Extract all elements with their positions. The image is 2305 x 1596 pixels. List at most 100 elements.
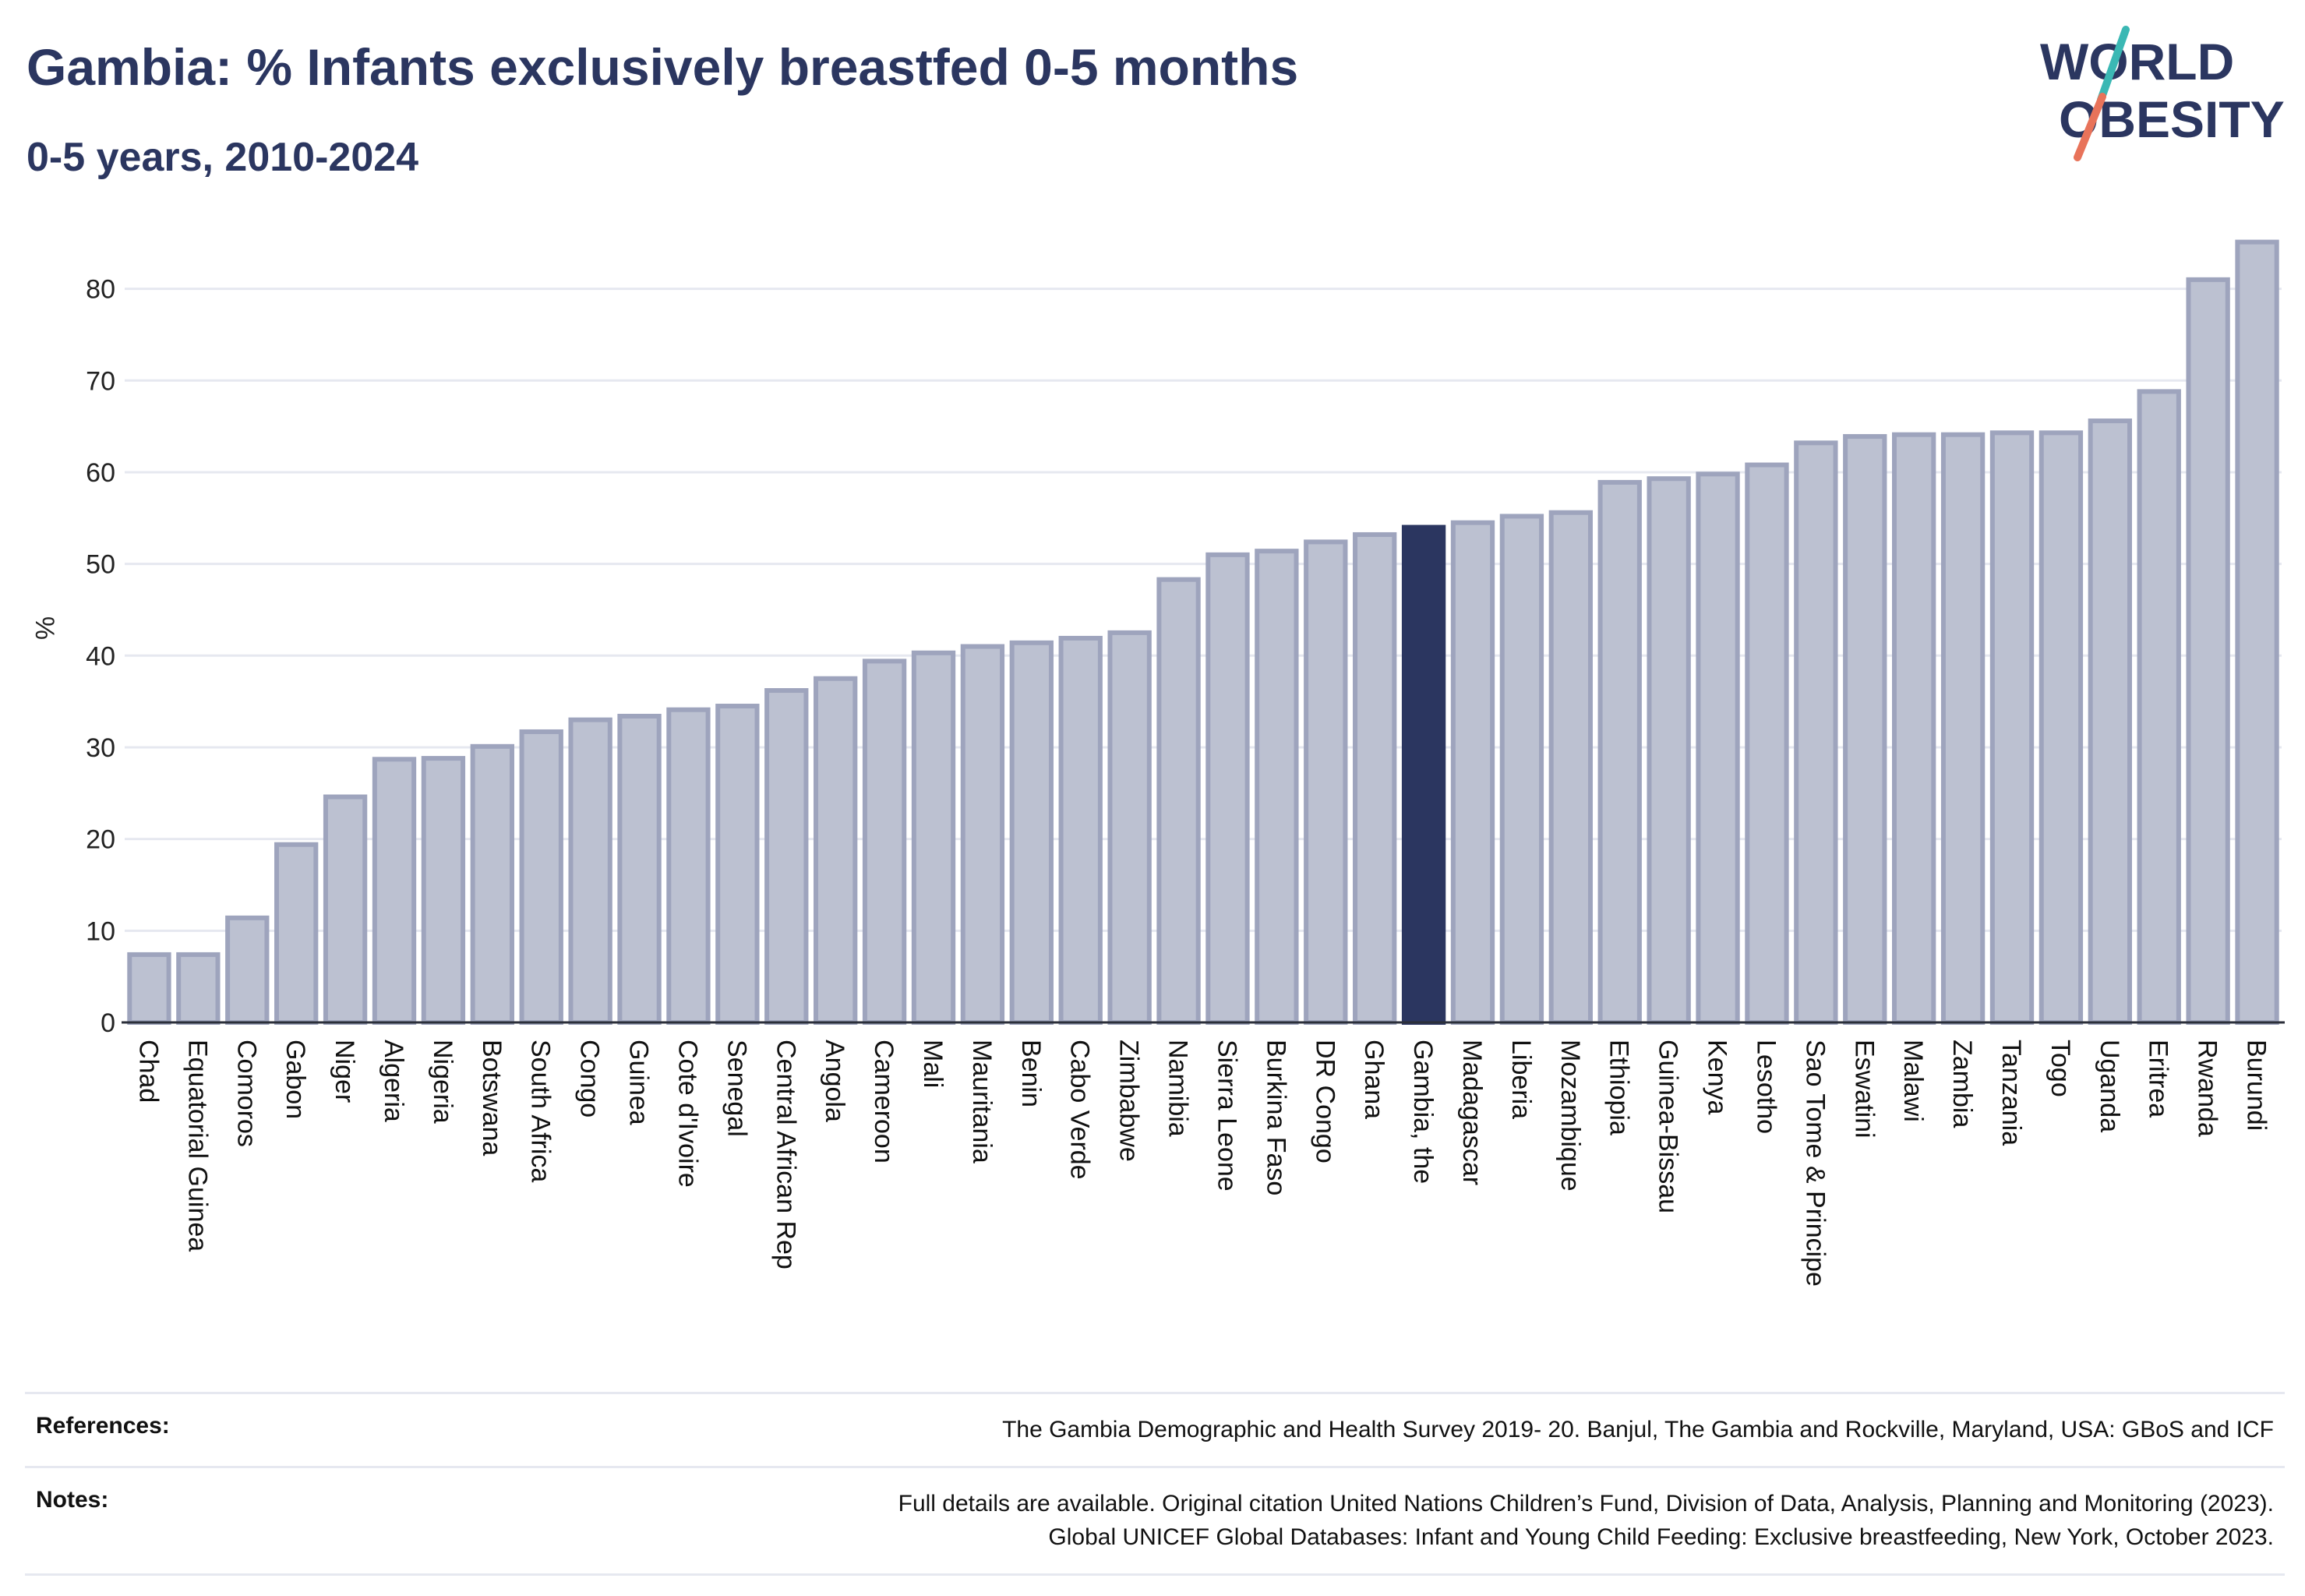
bar: [1499, 514, 1544, 1025]
x-tick-label: Burundi: [2242, 1040, 2271, 1131]
x-tick-label: Mauritania: [967, 1040, 997, 1163]
bar: [470, 743, 514, 1025]
x-tick-label: Equatorial Guinea: [182, 1040, 212, 1252]
bar: [1647, 476, 1691, 1025]
x-tick-label: DR Congo: [1310, 1040, 1340, 1163]
x-tick-label: Togo: [2046, 1040, 2075, 1097]
bar: [1892, 432, 1936, 1025]
references-label: References:: [36, 1413, 170, 1439]
bar: [1597, 479, 1642, 1025]
x-tick-label: Gabon: [281, 1040, 310, 1119]
notes-text: Full details are available. Original cit…: [898, 1487, 2274, 1555]
logo-slash-bottom-icon: [2074, 93, 2106, 161]
y-tick-label: 10: [86, 916, 115, 946]
bar: [2186, 277, 2230, 1025]
x-tick-label: Guinea: [624, 1040, 654, 1125]
bar: [911, 650, 956, 1025]
bar: [1940, 432, 1986, 1025]
y-axis-label: %: [30, 616, 59, 640]
bar: [323, 794, 368, 1025]
x-tick-label: Zimbabwe: [1114, 1040, 1144, 1162]
x-tick-label: Central African Rep: [771, 1040, 800, 1269]
x-tick-label: Burkina Faso: [1261, 1040, 1290, 1195]
x-tick-label: Angola: [820, 1040, 849, 1122]
bar: [421, 756, 466, 1025]
x-tick-label: Sao Tome & Principe: [1800, 1040, 1830, 1287]
bar: [960, 644, 1005, 1026]
x-tick-label: Rwanda: [2193, 1040, 2222, 1137]
bar: [2137, 389, 2181, 1025]
y-tick-label: 80: [86, 275, 115, 305]
chart-subtitle: 0-5 years, 2010-2024: [26, 135, 419, 180]
x-tick-label: Namibia: [1163, 1040, 1193, 1137]
y-tick-label: 70: [86, 366, 115, 396]
bar: [1450, 520, 1495, 1025]
x-tick-label: Chad: [133, 1040, 163, 1103]
bar: [1009, 640, 1054, 1025]
bar: [617, 713, 662, 1026]
bar: [1696, 471, 1740, 1025]
bar: [1353, 531, 1397, 1025]
x-tick-label: Nigeria: [428, 1040, 457, 1124]
y-tick-label: 30: [86, 733, 115, 763]
x-tick-label: Ethiopia: [1604, 1040, 1634, 1135]
x-tick-label: Liberia: [1506, 1040, 1536, 1119]
notes-line1: Full details are available. Original cit…: [898, 1490, 2274, 1517]
bar: [666, 707, 711, 1025]
x-tick-label: Madagascar: [1457, 1040, 1487, 1185]
bar: [1548, 510, 1593, 1025]
x-tick-label: Comoros: [231, 1040, 261, 1147]
bar: [814, 676, 858, 1026]
bar: [372, 757, 417, 1025]
bar: [1107, 630, 1152, 1025]
y-tick-label: 20: [86, 825, 115, 855]
bar: [519, 729, 563, 1025]
y-tick-label: 0: [101, 1008, 115, 1038]
x-tick-label: Cabo Verde: [1065, 1040, 1095, 1180]
x-tick-label: Eritrea: [2144, 1040, 2173, 1118]
x-tick-label: Sierra Leone: [1212, 1040, 1241, 1192]
x-tick-label: Malawi: [1898, 1040, 1928, 1122]
x-tick-label: Senegal: [722, 1040, 751, 1137]
x-tick-label: Cameroon: [869, 1040, 898, 1163]
y-tick-label: 50: [86, 550, 115, 580]
bar: [715, 704, 760, 1025]
bar: [1843, 434, 1887, 1025]
bar: [274, 842, 319, 1026]
bar: [1255, 549, 1299, 1025]
x-tick-label: South Africa: [526, 1040, 556, 1182]
bar: [1205, 552, 1250, 1025]
x-tick-label: Congo: [575, 1040, 605, 1118]
bar: [1745, 462, 1789, 1025]
x-tick-label: Ghana: [1359, 1040, 1389, 1119]
references-row: References: The Gambia Demographic and H…: [25, 1392, 2285, 1466]
bar: [1794, 440, 1838, 1025]
chart-title: Gambia: % Infants exclusively breastfed …: [26, 38, 1299, 96]
y-tick-label: 40: [86, 641, 115, 671]
bar: [225, 915, 270, 1026]
references-text: The Gambia Demographic and Health Survey…: [1002, 1417, 2274, 1442]
x-tick-label: Mali: [918, 1040, 948, 1088]
x-tick-label: Uganda: [2095, 1040, 2124, 1132]
x-tick-label: Guinea-Bissau: [1654, 1040, 1683, 1213]
x-tick-label: Eswatini: [1849, 1040, 1879, 1139]
notes-label: Notes:: [36, 1486, 109, 1513]
y-axis-ticks: 0 10 20 30 40 50 60 70 80: [86, 275, 115, 1038]
notes-row: Notes: Full details are available. Origi…: [25, 1465, 2285, 1576]
footer: References: The Gambia Demographic and H…: [25, 1392, 2285, 1576]
bars: [127, 239, 2279, 1026]
bar: [568, 717, 612, 1026]
bar: [764, 688, 809, 1025]
x-tick-label: Mozambique: [1555, 1040, 1585, 1192]
bar: [176, 952, 221, 1025]
x-tick-label: Zambia: [1947, 1040, 1977, 1128]
x-tick-label: Kenya: [1703, 1040, 1732, 1114]
bar: [862, 659, 907, 1025]
bar: [1058, 635, 1103, 1026]
notes-line2: Global UNICEF Global Databases: Infant a…: [1048, 1524, 2274, 1550]
x-tick-label: Lesotho: [1751, 1040, 1781, 1134]
bar: [1304, 539, 1348, 1025]
x-tick-label: Botswana: [477, 1040, 507, 1156]
bar: [2038, 430, 2084, 1025]
